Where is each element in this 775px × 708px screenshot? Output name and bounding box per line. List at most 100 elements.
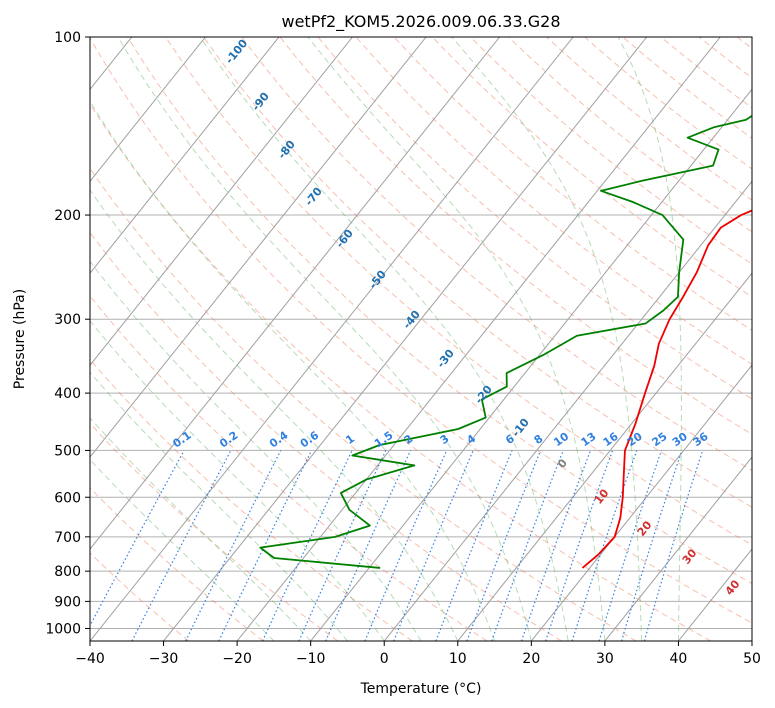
- isotherm: [0, 37, 58, 641]
- dry-adiabat: [90, 231, 562, 641]
- mixing-ratio-line: [520, 450, 592, 641]
- dry-adiabat: [622, 37, 752, 139]
- x-tick-label: −20: [222, 651, 252, 667]
- x-tick-label: −40: [75, 651, 105, 667]
- y-tick-label: 500: [54, 443, 81, 459]
- dry-adiabat: [761, 27, 775, 641]
- dry-adiabat: [90, 552, 189, 641]
- mixing-ratio-label: 0.2: [217, 429, 240, 451]
- mixing-ratio-label: 10: [551, 430, 571, 450]
- mixing-ratio-line: [364, 450, 448, 641]
- dry-adiabat: [90, 295, 488, 641]
- moist-adiabat: [90, 260, 422, 641]
- isotherm: [90, 37, 574, 641]
- moist-adiabat: [90, 458, 275, 641]
- dry-adiabat: [355, 37, 752, 365]
- mixing-ratio-line: [325, 450, 412, 641]
- mixing-ratio-line: [185, 450, 282, 641]
- dry-adiabat: [90, 422, 339, 641]
- x-tick-label: 20: [522, 651, 540, 667]
- dry-adiabat: [126, 37, 752, 585]
- mixing-ratio-label: 2: [402, 432, 416, 447]
- dry-adiabat: [507, 37, 752, 233]
- isotherm: [751, 640, 752, 641]
- y-tick-label: 900: [54, 594, 81, 610]
- mixing-ratio-label: 36: [691, 430, 711, 450]
- isotherm: [90, 37, 501, 550]
- mixing-ratio-label: 16: [601, 430, 621, 450]
- mixing-ratio-label: 20: [625, 430, 645, 450]
- moist-adiabat: [307, 37, 606, 641]
- y-tick-label: 300: [54, 312, 81, 328]
- isotherm: [236, 37, 721, 641]
- isotherm: [457, 272, 752, 641]
- x-axis-label: Temperature (°C): [360, 681, 482, 697]
- x-tick-label: 30: [596, 651, 614, 667]
- mixing-ratio-line: [620, 450, 683, 641]
- mixing-ratio-line: [598, 450, 663, 641]
- mixing-ratio-line: [491, 450, 564, 641]
- mixing-ratio-line: [545, 450, 614, 641]
- isotherm: [90, 37, 427, 458]
- y-axis-label: Pressure (hPa): [12, 289, 28, 389]
- mixing-ratio-line: [571, 450, 638, 641]
- y-tick-label: 700: [54, 530, 81, 546]
- x-tick-label: 0: [380, 651, 389, 667]
- dry-adiabat: [90, 358, 413, 641]
- mixing-ratio-label: 25: [649, 430, 669, 449]
- dry-adiabat: [736, 37, 752, 50]
- profile-series: [259, 114, 752, 569]
- mixing-ratio-line: [435, 450, 513, 641]
- moist-adiabat: [117, 37, 532, 641]
- mixing-ratio-line: [90, 450, 185, 627]
- moist-adiabats: [90, 37, 682, 641]
- y-tick-label: 100: [54, 30, 81, 46]
- y-tick-label: 400: [54, 386, 81, 402]
- mixing-ratio-line: [643, 450, 704, 641]
- temperature-line: [581, 209, 752, 569]
- isotherm: [163, 37, 648, 641]
- mixing-ratio-label: 8: [532, 432, 546, 447]
- y-tick-label: 600: [54, 490, 81, 506]
- dry-adiabat: [279, 37, 752, 435]
- isotherm: [90, 37, 353, 366]
- mixing-ratio-line: [218, 450, 313, 641]
- isotherm-label: 0: [555, 456, 570, 470]
- line-labels: -100-90-80-70-60-50-40-30-20-10010203040…: [170, 37, 742, 598]
- mixing-ratio-lines: [90, 450, 704, 641]
- x-tick-label: 50: [743, 651, 761, 667]
- x-tick-label: 40: [670, 651, 688, 667]
- y-tick-label: 1000: [45, 621, 81, 637]
- axis-ticks: −40 −30 −20 −10 0 10 20 30 40 5010020030040050060…: [45, 30, 761, 667]
- mixing-ratio-label: 3: [438, 432, 452, 447]
- dry-adiabats: [90, 27, 775, 641]
- moist-adiabat: [90, 320, 385, 641]
- x-tick-label: 10: [449, 651, 467, 667]
- mixing-ratio-line: [393, 450, 474, 641]
- isotherm: [90, 37, 206, 183]
- y-tick-label: 800: [54, 564, 81, 580]
- isotherm: [310, 88, 752, 641]
- isotherm: [90, 37, 280, 275]
- moist-adiabat: [90, 100, 496, 641]
- dry-adiabat: [393, 37, 752, 331]
- isotherm: [604, 456, 752, 641]
- isotherm-label: 10: [592, 486, 612, 506]
- moist-adiabat: [90, 371, 348, 641]
- isotherm: [383, 180, 752, 641]
- y-tick-label: 200: [54, 208, 81, 224]
- isotherm-label: -10: [509, 416, 532, 440]
- chart-title: wetPf2_KOM5.2026.009.06.33.G28: [281, 12, 560, 32]
- isotherm-label: 40: [723, 577, 743, 597]
- dry-adiabat: [317, 37, 752, 400]
- moist-adiabat: [199, 37, 569, 641]
- isotherm-label: 30: [680, 546, 700, 566]
- moist-adiabat: [451, 37, 643, 641]
- isotherm-label: -20: [472, 383, 495, 407]
- isotherm-label: -30: [434, 347, 457, 371]
- mixing-ratio-line: [298, 450, 387, 641]
- dry-adiabat: [90, 37, 752, 624]
- dry-adiabat: [90, 167, 637, 641]
- mixing-ratio-line: [466, 450, 542, 641]
- dry-adiabat: [203, 37, 752, 508]
